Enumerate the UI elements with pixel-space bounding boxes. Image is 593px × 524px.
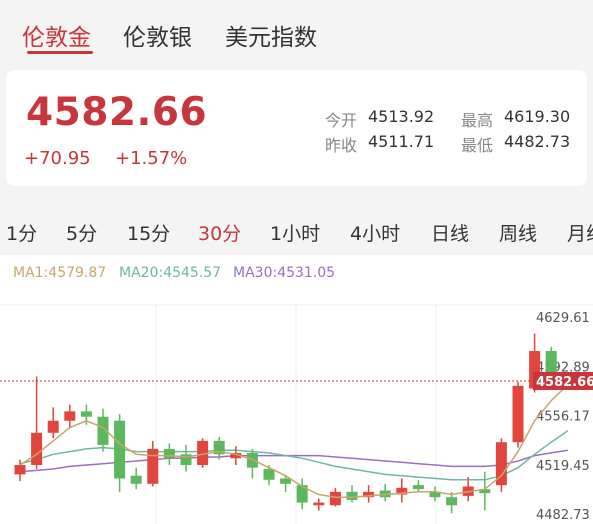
candle-body [396,487,408,495]
price-change: +70.95 [24,148,91,169]
price-change-percent: +1.57% [115,148,188,169]
prev-close-label: 昨收 [325,136,358,155]
ma20-legend: MA20:4545.57 [119,265,222,281]
prev-close-value: 4511.71 [368,132,435,151]
period-4hour[interactable]: 4小时 [350,223,401,245]
period-selector: 1分 5分 15分 30分 1小时 4小时 日线 周线 月线 [0,212,593,252]
candle-body [263,469,275,480]
period-5min[interactable]: 5分 [66,223,98,245]
low-label: 最低 [461,136,494,155]
ma1-legend: MA1:4579.87 [13,265,107,281]
candle-body [296,485,308,503]
candle-body [14,465,26,475]
candle-body [230,452,242,459]
period-1hour[interactable]: 1小时 [270,223,321,245]
candle-body [479,489,491,494]
period-30min[interactable]: 30分 [198,223,242,245]
y-axis-tick-label: 4482.73 [536,508,590,523]
high-label: 最高 [461,111,494,130]
candle-body [429,491,441,498]
current-price-tag [533,371,593,390]
candle-body [529,351,541,389]
tab-dollar-index[interactable]: 美元指数 [225,25,317,51]
candle-body [213,440,225,455]
candle-body [147,448,159,484]
candle-body [197,440,209,466]
candle-body [329,491,341,506]
candle-body [313,502,325,506]
candlestick-plot[interactable]: 4629.614592.894556.174519.454482.734582.… [0,255,593,524]
candle-body [97,416,109,445]
candle-body [363,491,375,498]
high-value: 4619.30 [504,107,571,126]
ma30-line [19,449,568,473]
y-axis-tick-label: 4629.61 [536,311,590,326]
candle-body [114,420,126,479]
open-value: 4513.92 [368,107,435,126]
period-1min[interactable]: 1分 [6,223,38,245]
current-price-tag-label: 4582.66 [536,375,593,390]
candle-body [80,411,92,417]
period-15min[interactable]: 15分 [127,223,171,245]
candle-body [163,448,175,459]
candle-body [512,385,524,443]
y-axis-tick-label: 4556.17 [536,410,590,425]
kline-chart[interactable]: MA1:4579.87 MA20:4545.57 MA30:4531.05 46… [0,255,593,524]
instrument-tabs: 伦敦金 伦敦银 美元指数 [0,0,593,62]
candle-body [280,478,292,484]
period-weekly[interactable]: 周线 [499,223,538,245]
y-axis-tick-label: 4519.45 [536,459,590,474]
candle-body [495,442,507,486]
candle-body [446,497,458,506]
open-label: 今开 [325,111,358,130]
quote-card: 4582.66 +70.95 +1.57% 今开 4513.92 最高 4619… [6,70,587,186]
ma1-line [19,384,569,498]
period-monthly[interactable]: 月线 [567,223,593,245]
candle-body [31,432,43,466]
candle-body [545,351,557,381]
candle-body [47,420,59,433]
tab-london-gold[interactable]: 伦敦金 [22,25,91,51]
candle-body [130,475,142,484]
ma30-legend: MA30:4531.05 [233,265,336,281]
candle-body [346,491,358,500]
candle-body [412,485,424,490]
candle-body [180,454,192,466]
period-daily[interactable]: 日线 [431,223,470,245]
tab-london-silver[interactable]: 伦敦银 [123,25,192,51]
current-price: 4582.66 [26,90,208,135]
candle-body [64,411,76,421]
active-tab-underline [27,51,93,54]
ma20-line [19,430,569,481]
low-value: 4482.73 [504,132,571,151]
